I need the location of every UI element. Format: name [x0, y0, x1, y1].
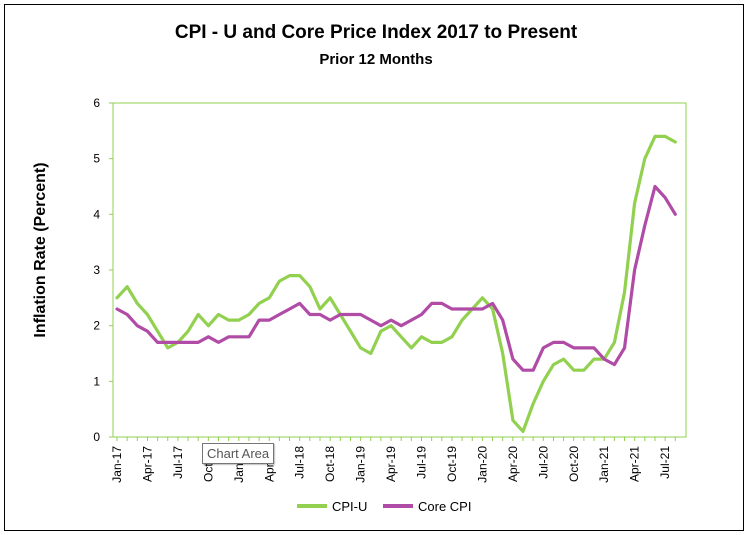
- x-tick-label-oct-18: Oct-18: [323, 446, 337, 482]
- y-tick-label-4: 4: [93, 207, 100, 221]
- legend: CPI-U Core CPI: [297, 499, 471, 514]
- y-tick-label-0: 0: [93, 430, 100, 444]
- series-line-core-cpi: [115, 184, 677, 372]
- y-tick-label-1: 1: [93, 374, 100, 388]
- chart-area: CPI - U and Core Price Index 2017 to Pre…: [4, 4, 744, 531]
- x-tick-label-apr-21: Apr-21: [628, 446, 642, 482]
- x-axis-ticks: Jan-17 Apr-17 Jul-17 Oct-17 Jan-18 Apr-18 Jul-…: [110, 437, 676, 483]
- y-axis-ticks: 0 1 2 3 4 5 6: [93, 96, 113, 444]
- plot-area: [112, 102, 687, 438]
- legend-label-core-cpi: Core CPI: [418, 499, 471, 514]
- x-tick-label-jul-21: Jul-21: [658, 446, 672, 479]
- chart-title: CPI - U and Core Price Index 2017 to Pre…: [175, 22, 578, 43]
- x-tick-label-oct-20: Oct-20: [567, 446, 581, 482]
- x-tick-label-oct-19: Oct-19: [445, 446, 459, 482]
- chart-area-tooltip: Chart Area: [202, 443, 275, 464]
- x-tick-label-jan-19: Jan-19: [354, 446, 368, 483]
- x-tick-label-jan-21: Jan-21: [597, 446, 611, 483]
- series-line-cpi-u: [115, 134, 677, 433]
- legend-label-cpi-u: CPI-U: [332, 499, 367, 514]
- y-tick-label-3: 3: [93, 263, 100, 277]
- x-tick-label-jul-19: Jul-19: [415, 446, 429, 479]
- y-axis-title: Inflation Rate (Percent): [32, 162, 49, 337]
- x-tick-label-jan-17: Jan-17: [110, 446, 124, 483]
- chart-subtitle: Prior 12 Months: [319, 51, 432, 68]
- y-tick-label-5: 5: [93, 152, 100, 166]
- y-tick-label-2: 2: [93, 319, 100, 333]
- x-tick-label-apr-17: Apr-17: [140, 446, 154, 482]
- y-tick-label-6: 6: [93, 96, 100, 110]
- x-tick-label-jul-17: Jul-17: [171, 446, 185, 479]
- x-tick-label-jul-18: Jul-18: [293, 446, 307, 479]
- x-tick-label-apr-20: Apr-20: [506, 446, 520, 482]
- series-lines: [115, 134, 677, 433]
- x-tick-label-jul-20: Jul-20: [536, 446, 550, 479]
- line-chart: CPI - U and Core Price Index 2017 to Pre…: [32, 22, 687, 514]
- x-tick-label-apr-19: Apr-19: [384, 446, 398, 482]
- x-tick-label-jan-20: Jan-20: [475, 446, 489, 483]
